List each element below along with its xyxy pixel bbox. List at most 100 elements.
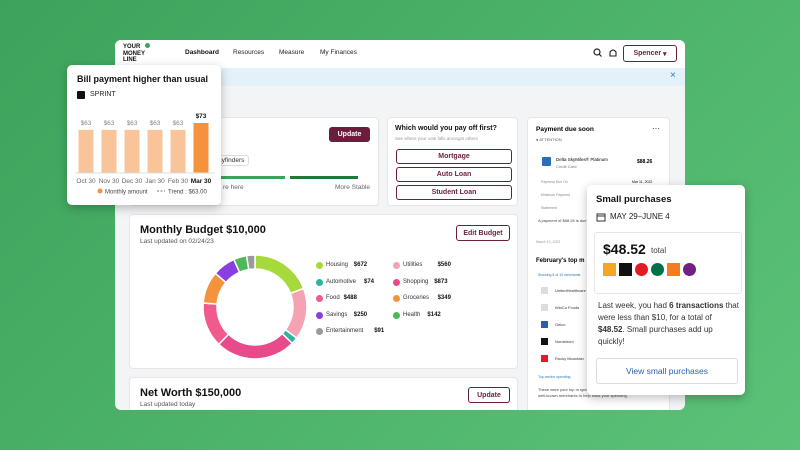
bill-title: Bill payment higher than usual: [77, 74, 209, 84]
category-label: Nov 30: [99, 178, 120, 185]
legend-dot: [316, 295, 323, 302]
small-popup: [587, 185, 745, 395]
category-label: Jan 30: [145, 178, 165, 185]
poll-title: Which would you pay off first?: [395, 125, 497, 132]
text: Last week, you had: [598, 301, 670, 310]
user-button[interactable]: Spencer ▾: [623, 45, 677, 62]
nav-link[interactable]: Dashboard: [185, 49, 219, 56]
nav-icons[interactable]: [592, 47, 618, 59]
logo-line: MONEY: [123, 50, 146, 57]
icon: [603, 263, 616, 276]
legend-amount: Monthly amount: [105, 190, 148, 196]
progress: [290, 176, 358, 179]
merchant-icon: [541, 321, 548, 328]
merchant-name: WinCo Foods: [555, 305, 580, 310]
merchant-name: UnitedHealthcare: [555, 288, 586, 293]
value-label: $63: [173, 120, 184, 127]
merchants-subtitle: Showing 5 of 10 merchants: [538, 273, 581, 277]
net-worth-updated: Last updated today: [140, 401, 196, 408]
legend-name: Food: [326, 295, 340, 301]
update-button[interactable]: Update: [329, 127, 370, 142]
merchants-title: February's top m: [536, 258, 585, 264]
nav-link[interactable]: Measure: [279, 49, 305, 56]
legend-value: $873: [434, 278, 448, 285]
text-bold: $48.52: [598, 325, 623, 334]
logo-line: YOUR: [123, 44, 141, 50]
net-worth-card: [130, 378, 517, 410]
small-total-label: total: [651, 246, 667, 255]
legend-value: $91: [374, 328, 385, 334]
legend-value: $250: [353, 311, 368, 318]
value-label: $63: [104, 120, 115, 127]
donut-segment: [217, 332, 294, 360]
icon: [683, 263, 696, 276]
bar: [147, 129, 163, 173]
category-label: Feb 30: [168, 178, 189, 185]
value-label: $63: [150, 120, 161, 127]
poll-subtitle: See where your vote falls amongst others: [395, 136, 478, 141]
row-label: Minimum Payment: [541, 193, 570, 197]
nav-link[interactable]: Resources: [233, 49, 265, 56]
legend-dot: [97, 188, 103, 194]
payment-date: March 10, 2022: [536, 240, 561, 244]
donut-segment: [254, 254, 305, 295]
merchant-icon: [541, 304, 548, 311]
merchant-icon: [77, 91, 85, 99]
net-worth-update-button[interactable]: Update: [468, 387, 510, 403]
icon: [667, 263, 680, 276]
net-worth-title: Net Worth $150,000: [140, 387, 242, 399]
merchant-name: Rocky Mountain: [555, 356, 584, 361]
legend-value: $672: [353, 262, 368, 268]
bar: [124, 129, 140, 173]
total-box: [594, 232, 742, 294]
budget-updated: Last updated on 02/24/23: [140, 238, 214, 245]
legend-trend: Trend : $63.00: [168, 190, 207, 196]
legend-value: $349: [437, 295, 451, 301]
legend-name: Health: [403, 311, 421, 318]
logo-dot: [145, 43, 150, 48]
edit-budget-button[interactable]: Edit Budget: [456, 225, 510, 241]
small-title: Small purchases: [596, 194, 672, 205]
legend-dot: [393, 262, 400, 269]
bar: [170, 129, 186, 173]
budget-title: Monthly Budget $10,000: [140, 224, 266, 236]
poll-option[interactable]: Auto Loan: [396, 167, 512, 182]
menu[interactable]: ···: [652, 124, 660, 133]
legend-dot: [393, 295, 400, 302]
calendar-icon: [596, 213, 606, 222]
donut-segment: [284, 287, 308, 340]
text: . Small purchases add up quickly!: [598, 325, 713, 346]
legend-value: $142: [427, 311, 441, 318]
merchant-icon: [541, 338, 548, 345]
legend-dot: [316, 311, 323, 319]
merchant-icons: [603, 263, 696, 276]
banner-close[interactable]: ×: [670, 70, 676, 81]
legend-dot: [316, 328, 323, 335]
merchants-link[interactable]: Top vendor spending: [538, 375, 571, 379]
legend-name: Entertainment: [326, 328, 364, 334]
progress: [215, 176, 285, 179]
amount: $88.26: [637, 159, 653, 165]
legend-dot: [393, 278, 400, 286]
poll-option[interactable]: Student Loan: [396, 185, 512, 200]
bill-merchant: SPRINT: [90, 91, 116, 98]
value-label: $63: [81, 120, 92, 127]
view-button[interactable]: View small purchases: [596, 358, 738, 384]
merchant-icon: [541, 355, 548, 362]
legend-name: Shopping: [403, 278, 429, 285]
bar: [101, 129, 117, 173]
card-type: Credit Card: [556, 164, 577, 169]
logo[interactable]: YOUR MONEY LINE: [123, 44, 145, 64]
poll-option[interactable]: Mortgage: [396, 149, 512, 164]
merchant-icon: [541, 287, 548, 294]
small-text: Last week, you had 6 transactions that w…: [598, 300, 740, 348]
row-label: Statement: [541, 206, 557, 210]
text: that were less than $10, for a total of: [598, 301, 739, 322]
legend-dot: [316, 262, 323, 269]
card-icon: [542, 157, 551, 166]
nav-link[interactable]: My Finances: [320, 49, 357, 56]
small-dates: MAY 29–JUNE 4: [610, 212, 670, 221]
legend-name: Groceries: [403, 295, 430, 301]
icon: [651, 263, 664, 276]
